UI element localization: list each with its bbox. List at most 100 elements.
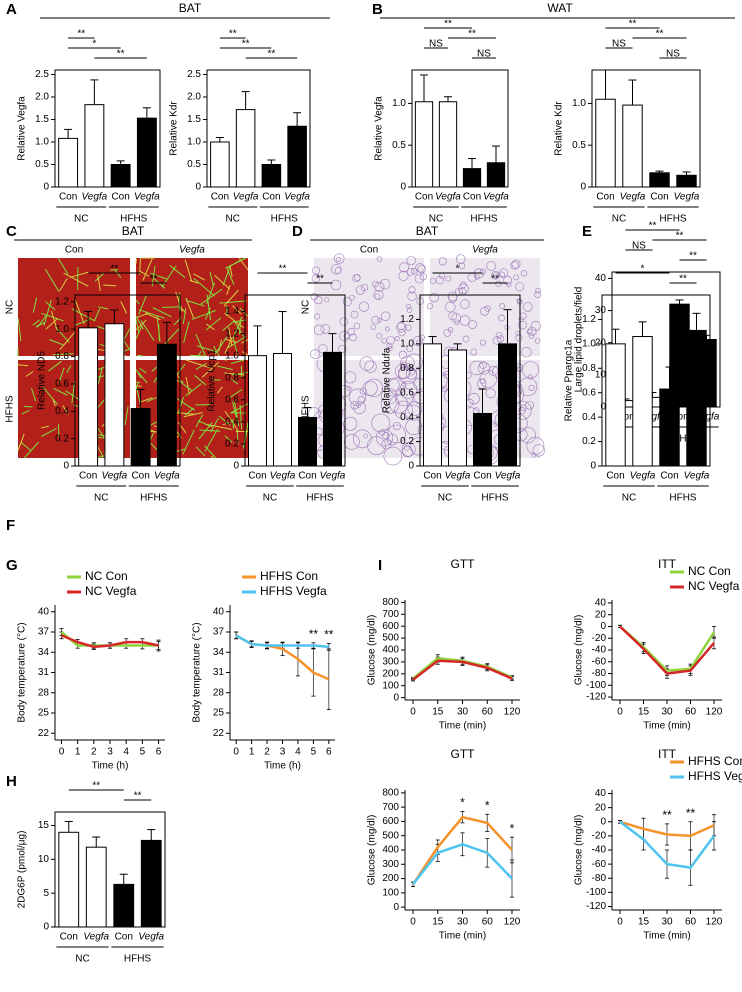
adipocyte	[484, 305, 491, 312]
x-tick-label: Con	[596, 192, 614, 203]
adipocyte	[338, 344, 347, 353]
vessel	[197, 350, 202, 357]
column-label: Vegfa	[472, 245, 498, 256]
vessel	[205, 317, 222, 331]
bar	[210, 141, 230, 188]
vessel	[200, 288, 223, 305]
x-tick-label: Con	[111, 192, 129, 203]
legend-label: HFHS Con	[260, 569, 318, 583]
x-tick-label: Vegfa	[233, 192, 259, 203]
vessel	[17, 318, 22, 342]
y-tick-label: 400	[382, 845, 399, 856]
y-tick-label: 22	[38, 728, 50, 739]
vessel	[135, 299, 140, 305]
x-tick-label: 30	[457, 917, 469, 928]
vessel	[41, 427, 57, 437]
bar	[423, 343, 442, 467]
adipocyte	[419, 273, 427, 281]
significance-label: **	[309, 627, 319, 641]
group-label: HFHS	[120, 214, 148, 225]
y-tick-label: 700	[382, 609, 399, 620]
adipocyte	[398, 350, 408, 359]
significance-label: **	[491, 274, 499, 285]
y-axis-label: Relative Ucp1	[207, 349, 218, 412]
adipocyte	[417, 264, 426, 274]
adipocyte	[335, 257, 341, 263]
y-tick-label: 0	[43, 182, 49, 193]
vessel	[43, 299, 52, 326]
adipocyte	[381, 439, 392, 450]
vessel	[135, 381, 139, 390]
x-tick-label: 3	[107, 747, 113, 758]
significance-label: *	[92, 39, 96, 50]
y-tick-label: 200	[382, 873, 399, 884]
panel-label: C	[6, 223, 17, 240]
vessel	[189, 354, 205, 357]
significance-label: **	[279, 264, 287, 275]
adipocyte	[389, 394, 408, 414]
y-tick-label: 0	[600, 621, 606, 632]
vessel	[162, 306, 182, 308]
adipocyte	[313, 324, 325, 336]
x-tick-label: Vegfa	[620, 192, 646, 203]
vessel	[156, 315, 161, 342]
vessel	[66, 365, 72, 373]
y-tick-label: 200	[382, 668, 399, 679]
adipocyte	[353, 401, 366, 415]
y-tick-label: 1.0	[225, 350, 239, 361]
y-tick-label: 20	[595, 609, 607, 620]
vessel	[74, 319, 90, 326]
vessel	[71, 308, 96, 322]
x-tick-label: Vegfa	[101, 471, 127, 482]
x-tick-label: Con	[79, 471, 97, 482]
vessel	[63, 272, 89, 287]
plot-frame	[601, 294, 711, 467]
adipocyte	[527, 326, 537, 336]
vessel	[57, 258, 69, 275]
y-axis-label: Body temperature (°C)	[192, 622, 203, 722]
x-tick-label: 15	[432, 917, 444, 928]
vessel	[144, 312, 161, 321]
y-tick-label: 0.6	[582, 387, 596, 398]
vessel	[229, 265, 233, 277]
vessel	[177, 396, 185, 415]
significance-label: **	[92, 781, 100, 792]
x-tick-label: 1	[249, 747, 255, 758]
y-tick-label: 100	[382, 680, 399, 691]
vessel	[193, 277, 215, 297]
adipocyte	[406, 256, 416, 266]
x-tick-label: 0	[617, 707, 623, 718]
vessel	[182, 308, 187, 325]
panel-label: A	[6, 1, 17, 18]
bar	[605, 343, 626, 467]
legend-label: HFHS Vegfa	[260, 584, 327, 598]
adipocyte	[486, 261, 497, 271]
significance-label: *	[641, 264, 645, 275]
vessel	[185, 383, 202, 397]
adipocyte	[413, 335, 423, 346]
significance-label: **	[629, 19, 637, 30]
vessel	[169, 264, 186, 278]
y-tick-label: 34	[213, 647, 225, 658]
vessel	[49, 339, 64, 346]
adipocyte	[386, 342, 393, 349]
vessel	[23, 441, 40, 459]
adipocyte	[334, 253, 345, 264]
y-tick-label: 300	[382, 859, 399, 870]
vessel	[178, 380, 193, 392]
vessel	[223, 289, 239, 307]
plot-frame	[411, 69, 509, 188]
adipocyte	[350, 400, 359, 410]
adipocyte	[339, 330, 350, 342]
y-tick-label: 0	[63, 461, 69, 472]
bar	[676, 174, 697, 188]
adipocyte	[469, 360, 485, 376]
adipocyte	[379, 278, 391, 290]
group-label: NC	[263, 493, 277, 504]
adipocyte	[518, 407, 526, 415]
vessel	[124, 406, 129, 426]
y-tick-label: 0.5	[572, 140, 586, 151]
significance-label: NS	[666, 49, 680, 60]
x-tick-label: Vegfa	[81, 192, 107, 203]
